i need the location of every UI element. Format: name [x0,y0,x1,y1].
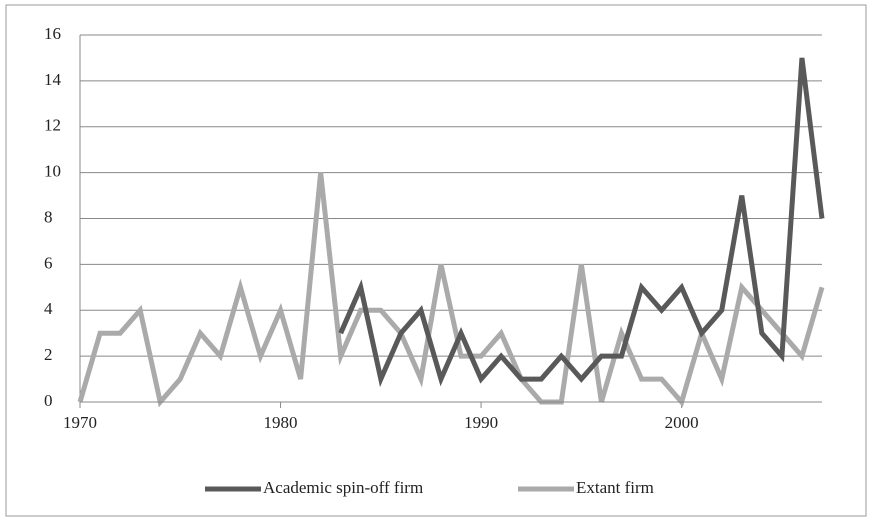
x-tick-label: 2000 [665,413,699,432]
y-tick-label: 0 [44,391,53,410]
y-tick-label: 2 [44,345,53,364]
y-tick-label: 14 [44,70,62,89]
chart-frame [5,4,867,517]
y-tick-label: 16 [44,24,61,43]
x-tick-label: 1970 [63,413,97,432]
y-tick-label: 6 [44,253,53,272]
y-tick-label: 12 [44,116,61,135]
y-tick-label: 4 [44,299,53,318]
series-line [77,172,825,408]
y-tick-label: 8 [44,207,53,226]
x-tick-label: 1980 [264,413,298,432]
legend-label: Academic spin-off firm [263,478,423,497]
x-tick-label: 1990 [464,413,498,432]
legend-label: Extant firm [576,478,654,497]
y-tick-label: 10 [44,162,61,181]
series-line [338,57,825,388]
